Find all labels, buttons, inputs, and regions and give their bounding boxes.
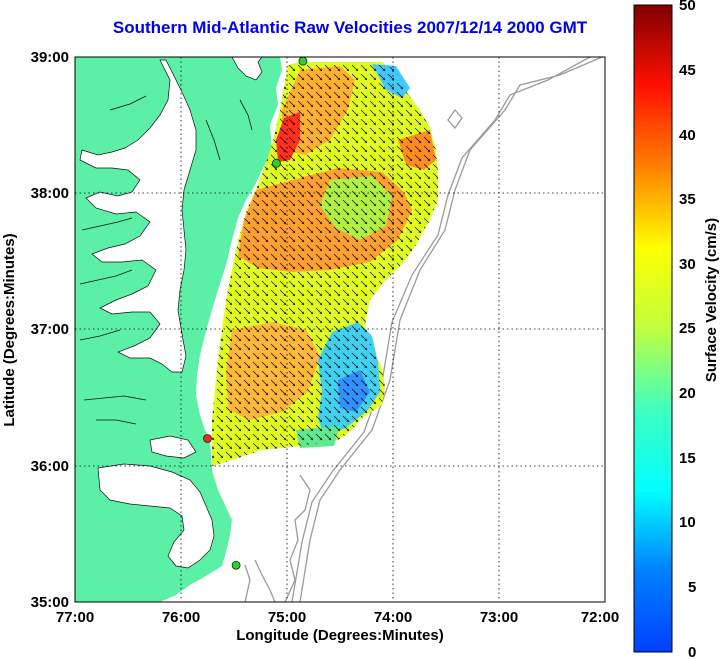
colorbar-tick-label: 5 — [688, 579, 696, 596]
colorbar-tick-label: 35 — [679, 191, 696, 208]
x-tick-label: 77:00 — [56, 609, 94, 626]
y-axis-ticks: 39:00 38:00 37:00 36:00 35:00 — [31, 49, 69, 611]
x-axis-ticks: 77:00 76:00 75:00 74:00 73:00 72:00 — [56, 609, 619, 626]
y-tick-label: 37:00 — [31, 321, 69, 338]
x-tick-label: 73:00 — [480, 609, 518, 626]
x-tick-label: 72:00 — [581, 609, 619, 626]
colorbar-title: Surface Velocity (cm/s) — [703, 218, 720, 382]
land-mass — [75, 57, 282, 602]
bathymetry-contours — [244, 57, 603, 602]
x-tick-label: 75:00 — [268, 609, 306, 626]
colorbar-tick-label: 50 — [679, 0, 696, 14]
colorbar-tick-label: 45 — [679, 62, 696, 79]
colorbar-tick-label: 0 — [688, 644, 696, 659]
colorbar-tick-label: 15 — [679, 450, 696, 467]
plot-frame — [74, 56, 606, 603]
y-tick-label: 39:00 — [31, 49, 69, 66]
colorbar-ticks: 50 45 40 35 30 25 20 15 10 5 0 — [679, 0, 696, 659]
station-markers — [203, 57, 308, 570]
x-tick-label: 76:00 — [162, 609, 200, 626]
velocity-arrow-overlay — [212, 62, 438, 466]
station-marker — [203, 434, 212, 443]
station-marker — [271, 158, 281, 168]
colorbar — [633, 4, 673, 653]
colorbar-tick-label: 25 — [679, 320, 696, 337]
y-tick-label: 38:00 — [31, 185, 69, 202]
colorbar-tick-label: 40 — [679, 127, 696, 144]
colorbar-tick-label: 30 — [679, 256, 696, 273]
y-tick-label: 35:00 — [31, 594, 69, 611]
y-axis-title: Latitude (Degrees:Minutes) — [1, 233, 18, 426]
plot-area — [75, 57, 605, 602]
x-axis-title: Longitude (Degrees:Minutes) — [236, 627, 444, 644]
colorbar-tick-label: 10 — [679, 514, 696, 531]
velocity-field — [212, 62, 438, 466]
station-marker — [298, 57, 308, 66]
station-marker — [231, 560, 241, 570]
colorbar-tick-label: 20 — [679, 385, 696, 402]
map-title: Southern Mid-Atlantic Raw Velocities 200… — [112, 18, 588, 37]
y-tick-label: 36:00 — [31, 458, 69, 475]
map-gridlines — [75, 57, 605, 602]
x-tick-label: 74:00 — [374, 609, 412, 626]
